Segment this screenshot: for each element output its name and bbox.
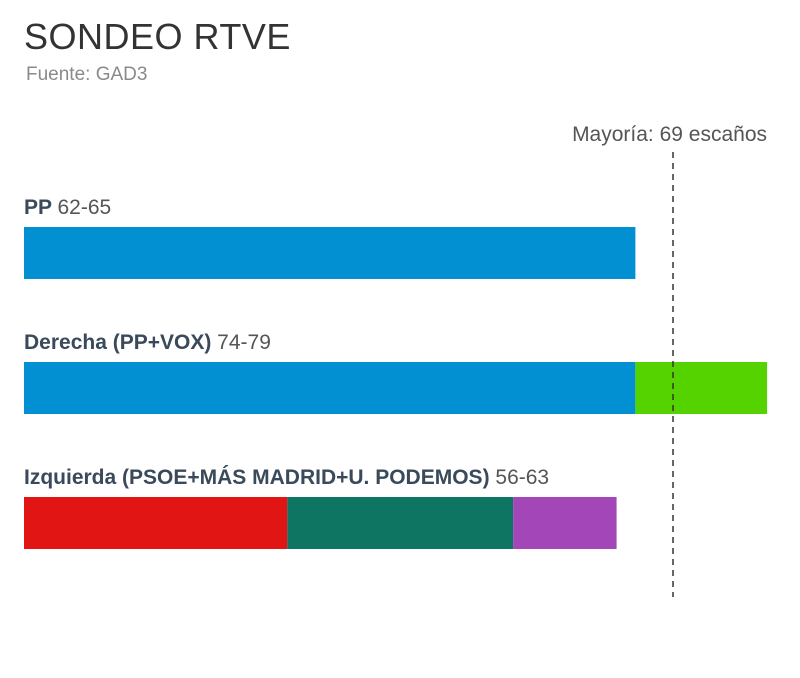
group-label: Derecha (PP+VOX) 74-79 bbox=[24, 331, 271, 354]
group-name: PP bbox=[24, 196, 57, 219]
group-range: 62-65 bbox=[57, 196, 111, 219]
bar-segment-vox bbox=[635, 362, 768, 414]
group-name: Derecha (PP+VOX) bbox=[24, 331, 217, 354]
bar-segment-pp bbox=[24, 227, 636, 279]
group-label: Izquierda (PSOE+MÁS MADRID+U. PODEMOS) 5… bbox=[24, 466, 549, 489]
group-range: 56-63 bbox=[495, 466, 549, 489]
bar-segment-psoe bbox=[24, 497, 288, 549]
majority-label: Mayoría: 69 escaños bbox=[572, 123, 767, 146]
group-range: 74-79 bbox=[217, 331, 271, 354]
bar-groups: PP 62-65 Derecha (PP+VOX) 74-79 Izquierda … bbox=[24, 196, 768, 549]
bar-segment-m-s-madrid bbox=[287, 497, 514, 549]
bar-segment-pp bbox=[24, 362, 636, 414]
chart-title: SONDEO RTVE bbox=[24, 16, 291, 57]
group-name: Izquierda (PSOE+MÁS MADRID+U. PODEMOS) bbox=[24, 466, 495, 489]
bar-segment-u-podemos bbox=[513, 497, 617, 549]
group-label: PP 62-65 bbox=[24, 196, 111, 219]
chart-subtitle: Fuente: GAD3 bbox=[26, 64, 147, 85]
